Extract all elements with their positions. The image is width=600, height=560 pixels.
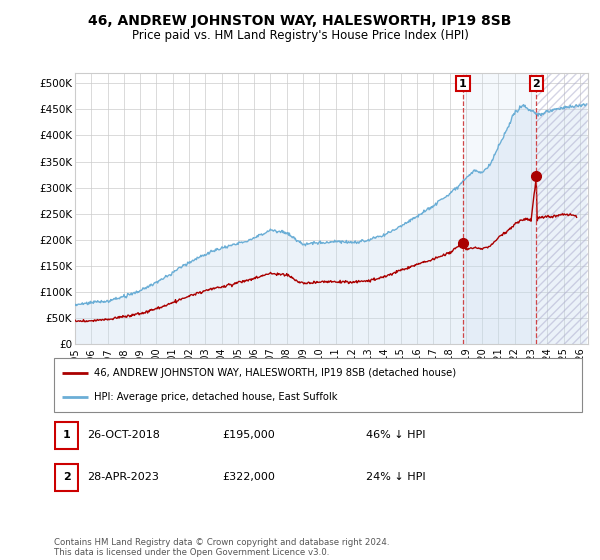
Text: 46% ↓ HPI: 46% ↓ HPI [366,431,425,440]
Text: 28-APR-2023: 28-APR-2023 [87,473,159,482]
Text: Contains HM Land Registry data © Crown copyright and database right 2024.
This d: Contains HM Land Registry data © Crown c… [54,538,389,557]
Text: 24% ↓ HPI: 24% ↓ HPI [366,473,425,482]
Bar [463,73,536,344]
FancyBboxPatch shape [54,358,582,412]
Text: 1: 1 [63,431,70,440]
FancyBboxPatch shape [55,422,78,449]
Text: 46, ANDREW JOHNSTON WAY, HALESWORTH, IP19 8SB (detached house): 46, ANDREW JOHNSTON WAY, HALESWORTH, IP1… [94,368,456,378]
Text: 2: 2 [532,78,540,88]
Text: £322,000: £322,000 [222,473,275,482]
Text: 46, ANDREW JOHNSTON WAY, HALESWORTH, IP19 8SB: 46, ANDREW JOHNSTON WAY, HALESWORTH, IP1… [88,14,512,28]
Text: HPI: Average price, detached house, East Suffolk: HPI: Average price, detached house, East… [94,392,337,402]
FancyBboxPatch shape [55,464,78,491]
Text: 1: 1 [459,78,467,88]
Text: 2: 2 [63,473,70,482]
Bar [536,73,588,344]
Text: Price paid vs. HM Land Registry's House Price Index (HPI): Price paid vs. HM Land Registry's House … [131,29,469,42]
Bar [536,73,588,344]
Text: 26-OCT-2018: 26-OCT-2018 [87,431,160,440]
Text: £195,000: £195,000 [222,431,275,440]
